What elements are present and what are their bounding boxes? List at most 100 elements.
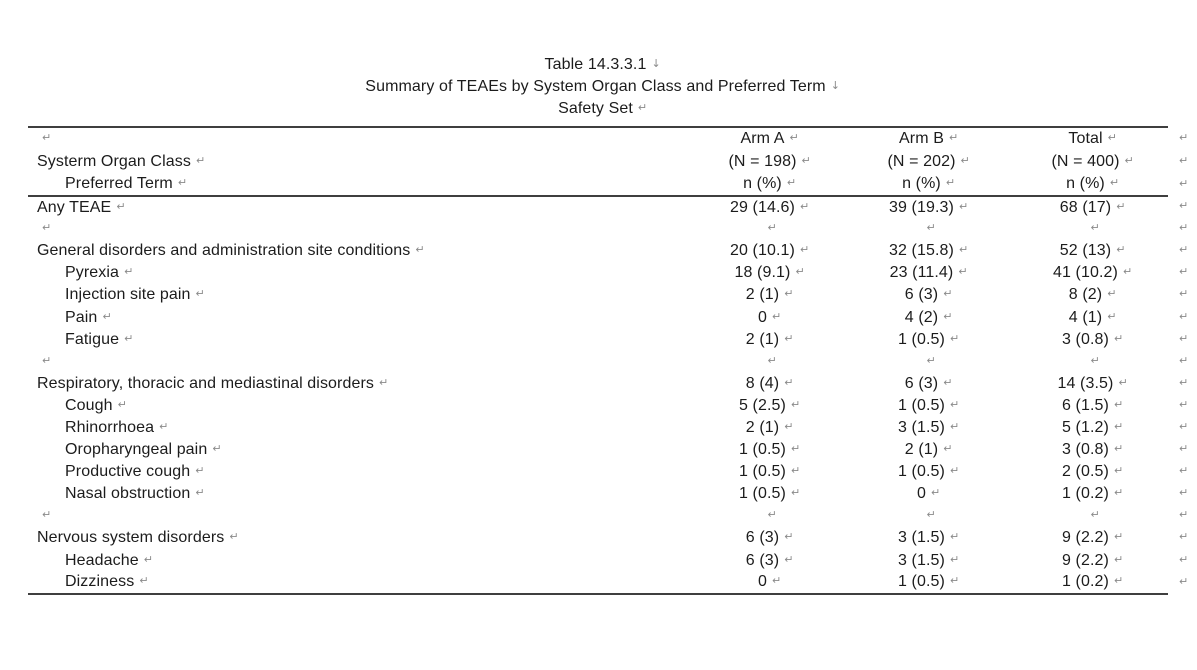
row-value: 2 (1) (745, 418, 780, 436)
row-end-marker-cell: ↵ (1168, 329, 1194, 351)
row-end-marker-cell: ↵ (1168, 439, 1194, 461)
table-row: Nervous system disorders ↵ 6 (3) ↵ 3 (1.5)… (28, 527, 1194, 549)
cell-end-mark: ↵ (795, 265, 805, 279)
row-end-mark: ↵ (1179, 442, 1189, 456)
table-row: Headache ↵ 6 (3) ↵ 3 (1.5) ↵ 9 (2.2) ↵ ↵ (28, 550, 1194, 572)
cell-end-mark: ↵ (949, 552, 960, 566)
header-cell-total-stat: n (%) ↵ (1008, 173, 1168, 197)
header-text: Arm A (740, 130, 785, 147)
row-value-cell-arm-a: ↵ (690, 505, 840, 527)
cell-end-mark: ↵ (948, 131, 959, 144)
line-break-mark: ↓ (830, 79, 840, 92)
cell-end-mark: ↵ (124, 331, 134, 345)
row-value-cell-arm-a: 2 (1) ↵ (690, 284, 840, 306)
cell-end-mark: ↵ (177, 176, 188, 189)
row-label-cell: Oropharyngeal pain ↵ (28, 439, 690, 461)
row-value: 6 (3) (904, 374, 939, 392)
header-cell-soc: Systerm Organ Class ↵ (28, 150, 690, 173)
header-row-n-counts: Systerm Organ Class ↵ (N = 198) ↵ (N = 202… (28, 150, 1194, 173)
row-value: 20 (10.1) (730, 242, 795, 260)
row-label-cell: Rhinorrhoea ↵ (28, 417, 690, 439)
row-value: 18 (9.1) (734, 264, 791, 282)
row-value: 1 (0.2) (1062, 573, 1109, 591)
cell-end-mark: ↵ (960, 153, 970, 167)
row-label: Respiratory, thoracic and mediastinal di… (37, 374, 374, 392)
row-value-cell-arm-a: 6 (3) ↵ (690, 527, 840, 549)
row-value-cell-total: 9 (2.2) ↵ (1008, 527, 1168, 549)
row-value: 9 (2.2) (1062, 529, 1109, 547)
row-value: 6 (3) (745, 551, 780, 569)
row-end-marker-cell: ↵ (1168, 505, 1194, 527)
title-line-summary: Summary of TEAEs by System Organ Class a… (28, 75, 1168, 97)
header-cell-arm-a: Arm A ↵ (690, 126, 840, 150)
row-value: 3 (0.8) (1062, 330, 1109, 348)
row-value-cell-arm-b: 4 (2) ↵ (840, 306, 1008, 328)
header-cell-empty: ↵ (28, 126, 690, 150)
header-row-arm-names: ↵ Arm A ↵ Arm B ↵ Total ↵ ↵ (28, 126, 1194, 150)
cell-end-mark: ↵ (159, 419, 169, 433)
header-cell-total: Total ↵ (1008, 126, 1168, 150)
row-label-cell: Nervous system disorders ↵ (28, 527, 690, 549)
cell-end-mark: ↵ (789, 131, 799, 144)
cell-end-mark: ↵ (790, 397, 801, 411)
row-value-cell-total: 52 (13) ↵ (1008, 240, 1168, 262)
table-row: Oropharyngeal pain ↵ 1 (0.5) ↵ 2 (1) ↵ 3 (0… (28, 439, 1194, 461)
row-value: 9 (2.2) (1062, 551, 1109, 569)
cell-end-mark: ↵ (117, 397, 127, 411)
cell-end-mark: ↵ (958, 243, 969, 257)
cell-end-mark: ↵ (42, 221, 52, 235)
row-value-cell-arm-b: 1 (0.5) ↵ (840, 329, 1008, 351)
cell-end-mark: ↵ (102, 309, 112, 323)
row-value-cell-arm-b: 6 (3) ↵ (840, 373, 1008, 395)
row-value-cell-arm-a: 18 (9.1) ↵ (690, 262, 840, 284)
row-label: Nasal obstruction (65, 485, 191, 503)
cell-end-mark: ↵ (229, 530, 239, 544)
cell-end-mark: ↵ (784, 331, 794, 345)
cell-end-mark: ↵ (945, 176, 956, 189)
row-value: 1 (0.5) (898, 330, 945, 348)
row-value: 3 (1.5) (898, 551, 945, 569)
row-value-cell-arm-b: 1 (0.5) ↵ (840, 461, 1008, 483)
row-value: 2 (1) (904, 441, 939, 459)
row-value-cell-total: 6 (1.5) ↵ (1008, 395, 1168, 417)
row-value: 5 (2.5) (739, 396, 786, 414)
cell-end-mark: ↵ (42, 508, 52, 522)
cell-end-mark: ↵ (949, 530, 960, 544)
row-value: 8 (4) (745, 374, 780, 392)
row-end-mark: ↵ (1179, 265, 1189, 279)
row-value-cell-total: 14 (3.5) ↵ (1008, 373, 1168, 395)
cell-end-mark: ↵ (784, 287, 794, 301)
row-label-cell: Pain ↵ (28, 306, 690, 328)
row-value: 4 (1) (1068, 308, 1103, 326)
row-label: Cough (65, 396, 113, 414)
document-title: Table 14.3.3.1 ↓ Summary of TEAEs by Syst… (28, 0, 1168, 119)
header-text: (N = 400) (1051, 152, 1120, 170)
row-end-marker-cell: ↵ (1168, 240, 1194, 262)
row-end-mark: ↵ (1179, 464, 1189, 478)
row-value-cell-total: 9 (2.2) ↵ (1008, 550, 1168, 572)
row-value-cell-arm-a: 29 (14.6) ↵ (690, 196, 840, 218)
cell-end-mark: ↵ (926, 508, 936, 522)
row-value-cell-arm-b: 2 (1) ↵ (840, 439, 1008, 461)
title-text-summary: Summary of TEAEs by System Organ Class a… (365, 78, 826, 95)
row-value: 6 (3) (745, 529, 780, 547)
teae-summary-table: ↵ Arm A ↵ Arm B ↵ Total ↵ ↵ Systerm Organ C… (28, 126, 1194, 595)
row-value: 0 (758, 573, 767, 591)
cell-end-mark: ↵ (949, 397, 960, 411)
cell-end-mark: ↵ (1107, 287, 1117, 301)
cell-end-mark: ↵ (790, 464, 801, 478)
row-label: Productive cough (65, 463, 191, 481)
table-row: Any TEAE ↵ 29 (14.6) ↵ 39 (19.3) ↵ 68 (17) ↵… (28, 196, 1194, 218)
cell-end-mark: ↵ (379, 375, 389, 389)
row-value: 0 (917, 485, 926, 503)
row-value-cell-total: 8 (2) ↵ (1008, 284, 1168, 306)
row-end-mark: ↵ (1179, 508, 1189, 522)
cell-end-mark: ↵ (1113, 530, 1124, 544)
cell-end-mark: ↵ (1107, 309, 1117, 323)
table-header: ↵ Arm A ↵ Arm B ↵ Total ↵ ↵ Systerm Organ C… (28, 126, 1194, 197)
row-end-marker-cell: ↵ (1168, 306, 1194, 328)
row-end-marker-cell: ↵ (1168, 150, 1194, 173)
table-row: Injection site pain ↵ 2 (1) ↵ 6 (3) ↵ 8 (2)… (28, 284, 1194, 306)
row-value: 6 (1.5) (1062, 396, 1109, 414)
table-row: Dizziness ↵ 0 ↵ 1 (0.5) ↵ 1 (0.2) ↵ ↵ (28, 571, 1194, 595)
